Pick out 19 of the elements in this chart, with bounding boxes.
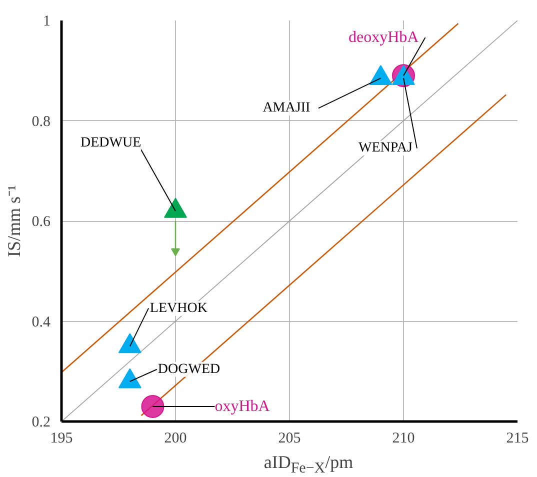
annotation: DEDWUE: [80, 135, 142, 150]
x-tick-label: 195: [50, 430, 73, 446]
y-tick-label: 1: [43, 14, 50, 30]
annotation: oxyHbA: [214, 398, 270, 415]
x-tick-label: 200: [164, 430, 187, 446]
annotation: WENPAJ: [358, 140, 413, 156]
x-axis-title: aID$_{Fe−X}$/pm: [264, 451, 354, 477]
annotation: DOGWED: [158, 362, 220, 377]
y-tick-label: 0.6: [32, 214, 51, 230]
y-tick-label: 0.4: [32, 314, 51, 330]
x-tick-label: 210: [392, 430, 415, 446]
x-tick-label: 215: [506, 430, 529, 446]
x-tick-label: 205: [278, 430, 301, 446]
y-axis-title: IS/mm s⁻¹: [4, 185, 24, 257]
annotation: LEVHOK: [150, 300, 208, 316]
annotation: deoxyHbA: [348, 29, 420, 46]
y-tick-label: 0.2: [32, 414, 50, 430]
y-tick-label: 0.8: [32, 114, 50, 130]
annotation: AMAJII: [262, 100, 310, 116]
